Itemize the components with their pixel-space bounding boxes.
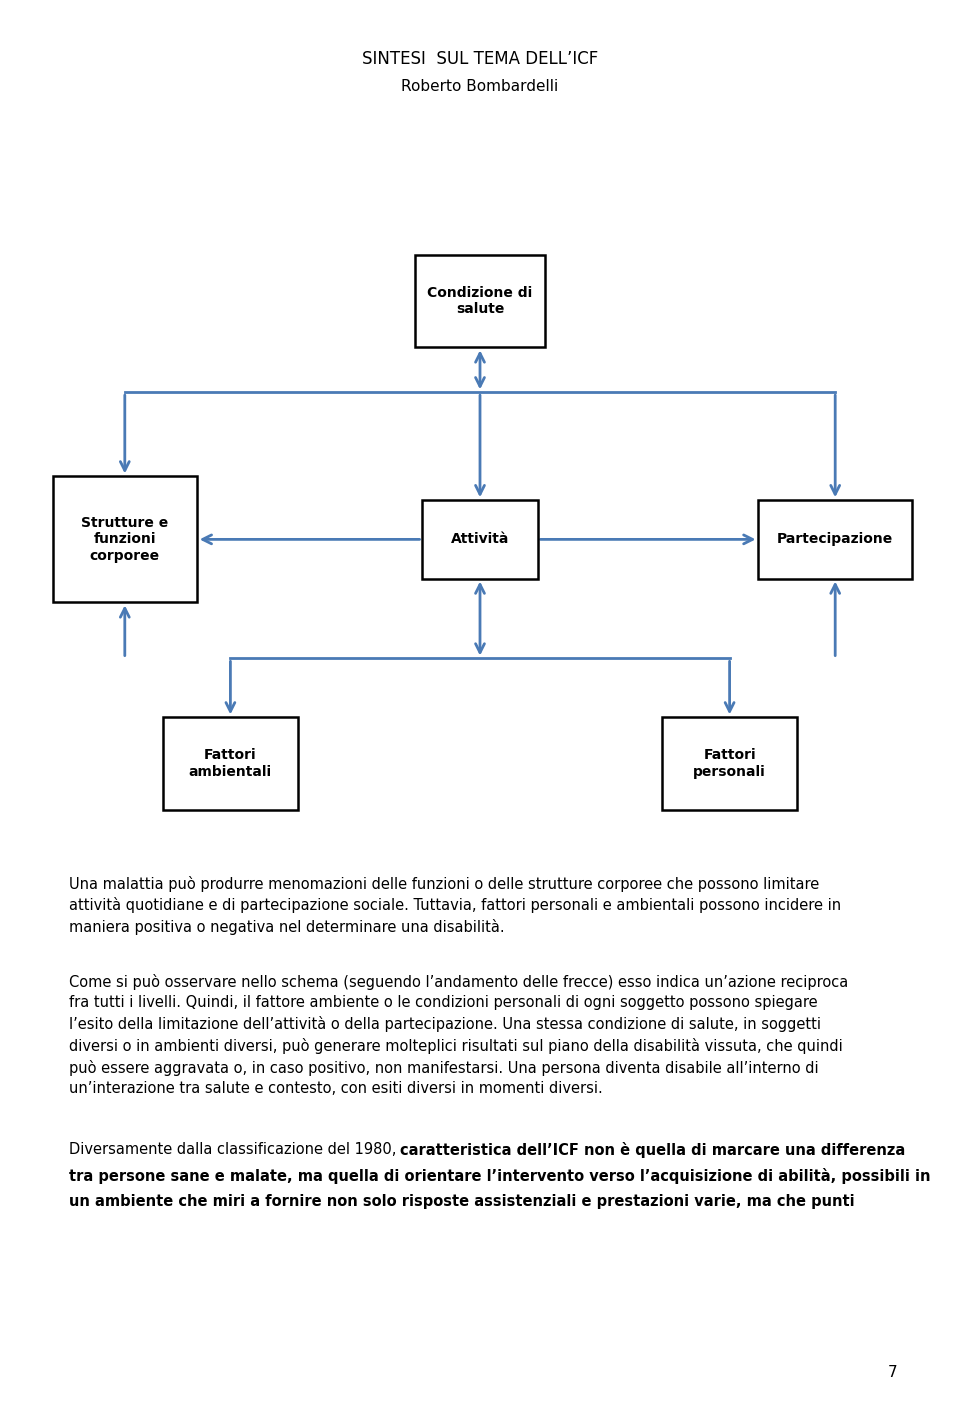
Text: Condizione di
salute: Condizione di salute [427, 286, 533, 317]
FancyBboxPatch shape [662, 717, 797, 810]
Text: Roberto Bombardelli: Roberto Bombardelli [401, 80, 559, 94]
Text: 7: 7 [888, 1366, 898, 1380]
Text: Attività: Attività [451, 532, 509, 546]
Text: caratteristica dell’ICF non è quella di marcare una differenza: caratteristica dell’ICF non è quella di … [400, 1142, 905, 1157]
FancyBboxPatch shape [53, 476, 197, 602]
Text: Fattori
personali: Fattori personali [693, 748, 766, 779]
Text: Come si può osservare nello schema (seguendo l’andamento delle frecce) esso indi: Come si può osservare nello schema (segu… [69, 974, 849, 1096]
FancyBboxPatch shape [415, 255, 544, 347]
FancyBboxPatch shape [163, 717, 298, 810]
Text: SINTESI  SUL TEMA DELL’ICF: SINTESI SUL TEMA DELL’ICF [362, 50, 598, 67]
Text: tra persone sane e malate, ma quella di orientare l’intervento verso l’acquisizi: tra persone sane e malate, ma quella di … [69, 1168, 930, 1184]
Text: un ambiente che miri a fornire non solo risposte assistenziali e prestazioni var: un ambiente che miri a fornire non solo … [69, 1194, 854, 1209]
Text: Diversamente dalla classificazione del 1980,: Diversamente dalla classificazione del 1… [69, 1142, 401, 1157]
FancyBboxPatch shape [422, 500, 538, 579]
Text: Una malattia può produrre menomazioni delle funzioni o delle strutture corporee : Una malattia può produrre menomazioni de… [69, 876, 841, 936]
Text: Fattori
ambientali: Fattori ambientali [189, 748, 272, 779]
Text: Strutture e
funzioni
corporee: Strutture e funzioni corporee [82, 516, 168, 563]
FancyBboxPatch shape [758, 500, 912, 579]
Text: Partecipazione: Partecipazione [777, 532, 894, 546]
